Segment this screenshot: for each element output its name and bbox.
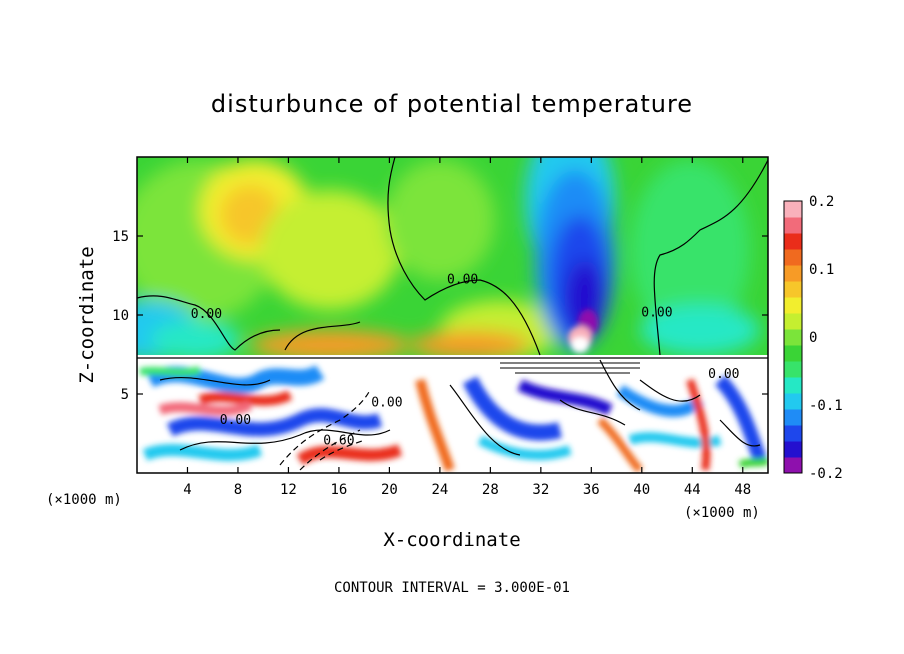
colorbar-swatch [784,233,802,250]
colorbar-swatch [784,217,802,234]
contour-label: 0.00 [220,413,251,428]
colorbar-tick-label: 0.1 [809,262,834,278]
x-tick-label: 32 [532,482,549,498]
contour-label: 0.00 [371,396,402,411]
contour-lines [137,157,768,456]
y-tick-label: 10 [112,308,129,324]
x-tick-label: 48 [734,482,751,498]
contour-interval-note: CONTOUR INTERVAL = 3.000E-01 [334,580,570,596]
x-tick-label: 40 [633,482,650,498]
colorbar-tick-label: -0.1 [809,398,843,414]
colorbar-swatch [784,457,802,474]
contour-label: 0.00 [641,306,672,321]
y-axis-label: Z-coordinate [76,246,98,383]
x-tick-label: 12 [280,482,297,498]
x-tick-label: 36 [583,482,600,498]
contour-label: 0.00 [708,367,739,382]
x-tick-label: 4 [183,482,191,498]
colorbar-swatch [784,249,802,266]
contour-label: 0.00 [447,272,478,287]
colorbar-swatch [784,393,802,410]
colorbar-swatch [784,377,802,394]
contour-label: 0.60 [323,434,354,449]
colorbar-swatch [784,281,802,298]
contour-label: 0.00 [191,307,222,322]
x-unit-left: (×1000 m) [46,492,122,508]
contour-dashed [279,389,371,471]
y-tick-label: 15 [112,229,129,245]
colorbar-tick-label: 0 [809,330,817,346]
x-tick-label: 8 [234,482,242,498]
contour-labels: 0.00 0.00 0.00 0.00 0.00 0.60 0.00 [191,272,740,449]
x-unit-right: (×1000 m) [684,505,760,521]
x-tick-label: 28 [482,482,499,498]
colorbar-swatch [784,361,802,378]
colorbar-swatch [784,329,802,346]
colorbar-ticks: 0.2 0.1 0 -0.1 -0.2 [809,194,843,482]
colorbar-swatch [784,345,802,362]
x-tick-label: 44 [684,482,701,498]
y-tick-label: 5 [121,387,129,403]
colorbar-swatch [784,409,802,426]
colorbar [784,201,802,474]
x-tick-label: 24 [431,482,448,498]
colorbar-swatch [784,441,802,458]
x-ticks: 4 8 12 16 20 24 28 32 36 40 44 48 [183,157,751,498]
x-tick-label: 16 [330,482,347,498]
heatmap-field [137,157,768,473]
colorbar-tick-label: -0.2 [809,466,843,482]
chart-title: disturbunce of potential temperature [211,90,693,118]
colorbar-swatch [784,201,802,218]
x-tick-label: 20 [381,482,398,498]
colorbar-tick-label: 0.2 [809,194,834,210]
colorbar-swatch [784,265,802,282]
y-ticks: 5 10 15 [112,229,768,403]
x-axis-label: X-coordinate [383,529,520,551]
colorbar-swatch [784,313,802,330]
colorbar-frame [783,200,803,474]
colorbar-swatch [784,297,802,314]
colorbar-swatch [784,425,802,442]
